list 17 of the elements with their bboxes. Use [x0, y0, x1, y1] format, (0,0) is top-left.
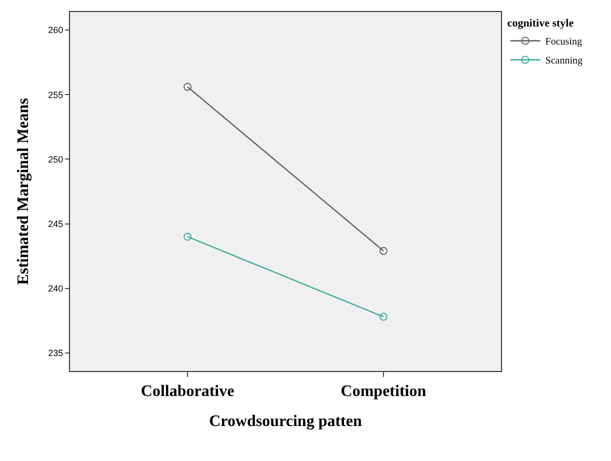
x-tick-label: Competition — [340, 383, 426, 400]
y-tick-label: 245 — [48, 218, 64, 229]
legend-label: Focusing — [545, 36, 582, 48]
x-tick-label: Collaborative — [140, 383, 234, 400]
point — [184, 232, 192, 241]
y-tick-label: 250 — [48, 154, 64, 164]
point — [379, 246, 388, 255]
x-axis-title: Crowdsourcing patten — [209, 412, 362, 430]
point — [379, 312, 388, 321]
legend-label: Scanning — [545, 56, 583, 67]
legend-title: cognitive style — [507, 17, 574, 30]
point — [184, 82, 192, 91]
y-tick-label: 255 — [48, 90, 64, 100]
y-tick-label: 240 — [48, 284, 64, 294]
y-tick-label: 235 — [48, 348, 64, 358]
y-axis-title: Estimated Marginal Means — [15, 98, 32, 285]
y-tick-label: 260 — [48, 25, 64, 36]
